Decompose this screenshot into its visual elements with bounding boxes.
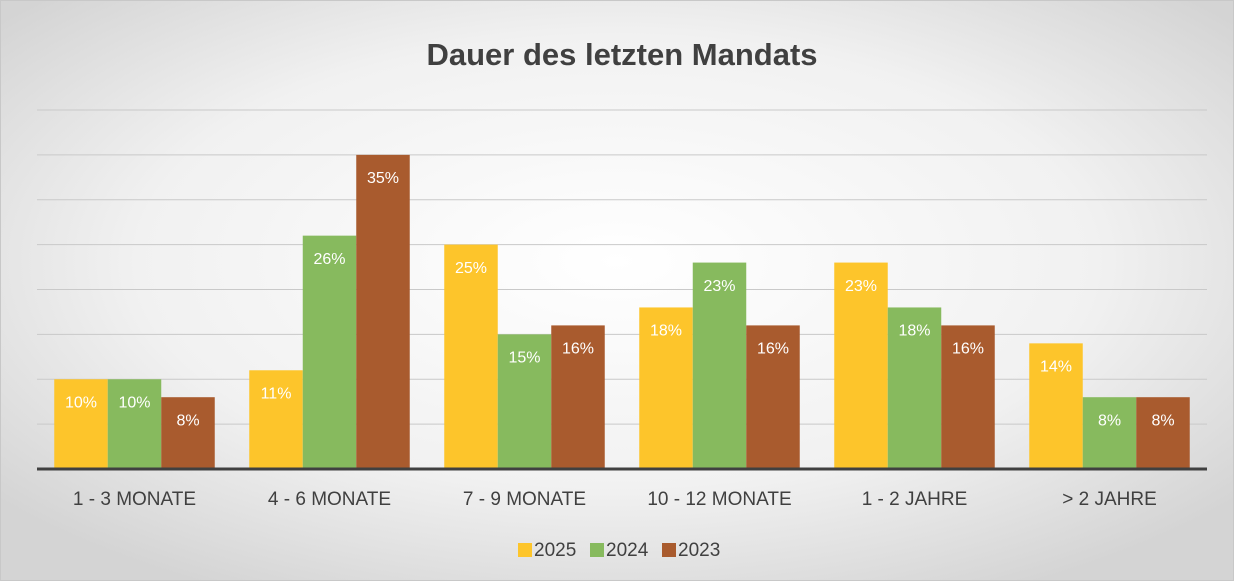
data-label: 18% <box>650 323 682 340</box>
x-tick-label: > 2 JAHRE <box>1062 489 1157 510</box>
bar <box>692 262 747 469</box>
data-label: 8% <box>1098 412 1121 429</box>
bar <box>497 334 552 469</box>
bar <box>887 307 942 469</box>
bar <box>107 379 162 469</box>
data-label: 15% <box>508 350 540 367</box>
bar <box>161 397 215 469</box>
data-label: 16% <box>562 341 594 358</box>
data-label: 10% <box>118 394 150 411</box>
legend-swatch <box>662 543 676 557</box>
legend-label: 2024 <box>606 540 649 561</box>
data-label: 11% <box>261 385 292 402</box>
data-label: 25% <box>455 260 487 277</box>
data-label: 23% <box>703 278 735 295</box>
bar <box>444 244 498 469</box>
x-tick-label: 10 - 12 MONATE <box>647 489 791 510</box>
x-tick-label: 7 - 9 MONATE <box>463 489 586 510</box>
data-label: 26% <box>313 251 345 268</box>
bar <box>54 379 108 469</box>
bar <box>639 307 693 469</box>
data-label: 8% <box>1151 412 1174 429</box>
chart-title: Dauer des letzten Mandats <box>426 37 817 72</box>
legend-swatch <box>518 543 532 557</box>
x-tick-label: 1 - 3 MONATE <box>73 489 196 510</box>
data-label: 35% <box>367 170 399 187</box>
data-label: 8% <box>176 412 199 429</box>
x-tick-label: 4 - 6 MONATE <box>268 489 391 510</box>
legend-swatch <box>590 543 604 557</box>
data-label: 16% <box>952 341 984 358</box>
x-tick-label: 1 - 2 JAHRE <box>862 489 968 510</box>
data-label: 18% <box>898 323 930 340</box>
bar <box>1082 397 1137 469</box>
bar <box>249 370 303 469</box>
legend-label: 2025 <box>534 540 576 561</box>
data-label: 14% <box>1040 359 1072 376</box>
bar <box>356 154 410 469</box>
bar <box>302 235 357 469</box>
data-label: 16% <box>757 341 789 358</box>
data-label: 23% <box>845 278 877 295</box>
bar <box>1029 343 1083 469</box>
bar <box>1136 397 1190 469</box>
data-label: 10% <box>65 394 97 411</box>
bar <box>746 325 800 469</box>
legend-label: 2023 <box>678 540 720 561</box>
bar <box>834 262 888 469</box>
bar <box>551 325 605 469</box>
bar <box>941 325 995 469</box>
